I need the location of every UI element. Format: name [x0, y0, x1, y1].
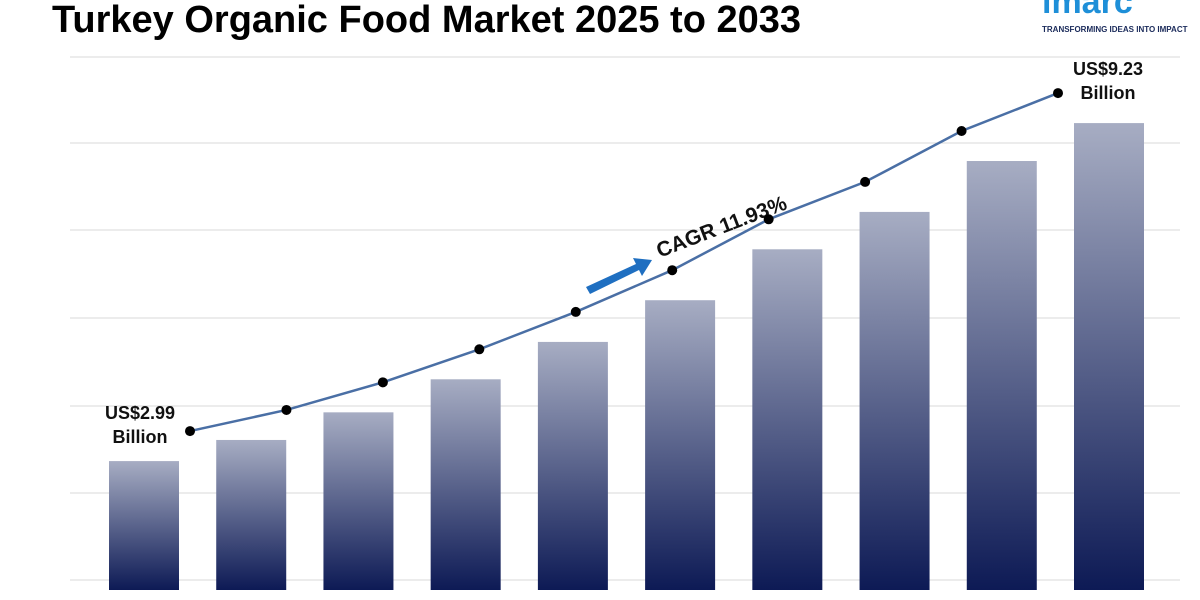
bar [537, 341, 608, 590]
bar [109, 461, 179, 590]
trend-dot [1053, 88, 1063, 99]
bar [1074, 123, 1144, 590]
value-label: US$2.99 Billion [104, 403, 176, 448]
trend-dot [281, 404, 292, 415]
trend-dot [474, 344, 485, 355]
bar [430, 379, 501, 590]
logo-name: imarc [1042, 0, 1133, 21]
bar [752, 249, 823, 590]
bar [966, 161, 1037, 590]
trend-dot [377, 377, 388, 388]
logo-tagline: TRANSFORMING IDEAS INTO IMPACT [1042, 25, 1188, 34]
trend-line [189, 91, 1059, 433]
cagr-arrow [586, 258, 652, 294]
trend-dot [667, 265, 678, 276]
bar [859, 211, 930, 590]
bar [645, 300, 716, 590]
trend-dot [956, 126, 967, 136]
bar [216, 439, 287, 590]
trend-dot [185, 426, 195, 437]
chart-title: Turkey Organic Food Market 2025 to 2033 [52, 0, 801, 41]
trend-dot [763, 214, 774, 225]
bar [323, 412, 394, 590]
value-label: US$9.23 Billion [1072, 59, 1144, 104]
trend-dot [570, 306, 581, 317]
trend-dot [860, 176, 871, 187]
